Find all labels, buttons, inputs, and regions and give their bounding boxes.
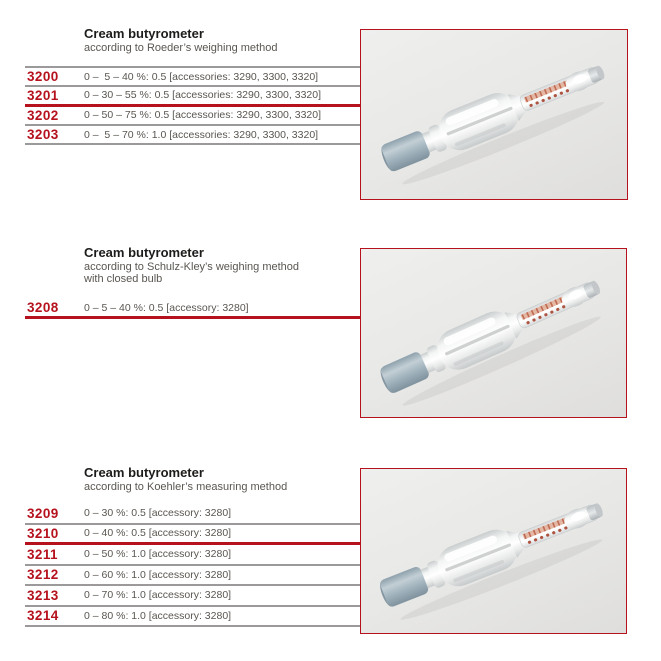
- product-image-koehler: [360, 468, 627, 634]
- catalog-number: 3213: [27, 587, 59, 603]
- table-row: 3211 0 – 50 %: 1.0 [accessory: 3280]: [25, 545, 362, 566]
- product-spec: 0 – 5 – 40 %: 0.5 [accessory: 3280]: [84, 301, 249, 314]
- catalog-number: 3202: [27, 107, 59, 123]
- catalog-number: 3212: [27, 567, 59, 583]
- product-spec: 0 – 40 %: 0.5 [accessory: 3280]: [84, 527, 232, 540]
- section-subtitle-schulz-kley: according to Schulz-Kley’s weighing meth…: [84, 261, 300, 273]
- table-row: 3210 0 – 40 %: 0.5 [accessory: 3280]: [25, 525, 362, 545]
- section-title-koehler: Cream butyrometer: [84, 465, 204, 480]
- section-title-schulz-kley: Cream butyrometer: [84, 245, 204, 260]
- section-subtitle-koehler: according to Koehler’s measuring method: [84, 481, 288, 493]
- table-row: 3213 0 – 70 %: 1.0 [accessory: 3280]: [25, 586, 362, 607]
- table-row: 3208 0 – 5 – 40 %: 0.5 [accessory: 3280]: [25, 299, 362, 319]
- table-row: 3203 0 – 5 – 70 %: 1.0 [accessories: 329…: [25, 126, 362, 146]
- catalog-number: 3214: [27, 608, 59, 624]
- product-spec: 0 – 30 – 55 %: 0.5 [accessories: 3290, 3…: [84, 89, 321, 102]
- table-row: 3201 0 – 30 – 55 %: 0.5 [accessories: 32…: [25, 87, 362, 107]
- product-table-schulz-kley: 3208 0 – 5 – 40 %: 0.5 [accessory: 3280]: [25, 299, 362, 319]
- catalog-number: 3200: [27, 69, 59, 85]
- table-row: 3214 0 – 80 %: 1.0 [accessory: 3280]: [25, 607, 362, 627]
- catalog-number: 3208: [27, 300, 59, 315]
- product-spec: 0 – 5 – 70 %: 1.0 [accessories: 3290, 33…: [84, 128, 319, 141]
- product-spec: 0 – 60 %: 1.0 [accessory: 3280]: [84, 568, 232, 581]
- catalog-number: 3211: [27, 546, 58, 562]
- product-spec: 0 – 70 %: 1.0 [accessory: 3280]: [84, 589, 232, 602]
- product-spec: 0 – 50 %: 1.0 [accessory: 3280]: [84, 548, 232, 561]
- section-title-roeder: Cream butyrometer: [84, 26, 204, 41]
- table-row: 3209 0 – 30 %: 0.5 [accessory: 3280]: [25, 504, 362, 525]
- table-row: 3212 0 – 60 %: 1.0 [accessory: 3280]: [25, 566, 362, 586]
- product-image-roeder: [360, 29, 628, 200]
- product-table-roeder: 3200 0 – 5 – 40 %: 0.5 [accessories: 329…: [25, 66, 362, 146]
- section-subtitle2-schulz-kley: with closed bulb: [84, 273, 163, 285]
- catalog-number: 3203: [27, 127, 59, 143]
- product-spec: 0 – 80 %: 1.0 [accessory: 3280]: [84, 609, 232, 622]
- butyrometer-roeder-illustration: [361, 30, 627, 199]
- product-table-koehler: 3209 0 – 30 %: 0.5 [accessory: 3280] 321…: [25, 504, 362, 627]
- table-row: 3200 0 – 5 – 40 %: 0.5 [accessories: 329…: [25, 68, 362, 88]
- section-subtitle-roeder: according to Roeder’s weighing method: [84, 42, 278, 54]
- product-image-schulz-kley: [360, 248, 627, 418]
- catalog-number: 3210: [27, 525, 59, 541]
- catalog-number: 3209: [27, 505, 59, 521]
- product-spec: 0 – 50 – 75 %: 0.5 [accessories: 3290, 3…: [84, 109, 321, 122]
- table-row: 3202 0 – 50 – 75 %: 0.5 [accessories: 32…: [25, 107, 362, 126]
- butyrometer-koehler-illustration: [361, 469, 626, 633]
- product-spec: 0 – 30 %: 0.5 [accessory: 3280]: [84, 507, 232, 520]
- catalog-number: 3201: [27, 87, 59, 103]
- butyrometer-schulz-kley-illustration: [361, 249, 626, 417]
- product-spec: 0 – 5 – 40 %: 0.5 [accessories: 3290, 33…: [84, 70, 319, 83]
